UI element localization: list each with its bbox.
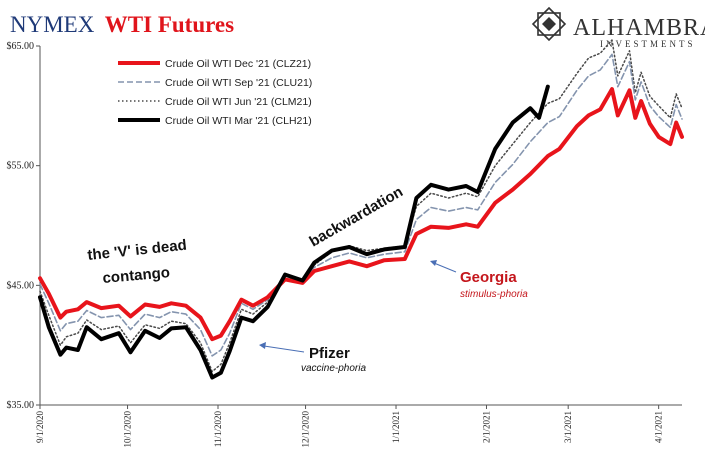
x-axis: 9/1/2020 10/1/2020 11/1/2020 12/1/2020 1/1/2…	[35, 404, 682, 448]
y-tick-label: $55.00	[7, 161, 35, 172]
arrow-pfizer	[259, 342, 305, 353]
annotation-backwardation: backwardation	[307, 183, 406, 250]
legend-label: Crude Oil WTI Mar '21 (CLH21)	[165, 115, 312, 127]
x-tick-label: 11/1/2020	[213, 411, 223, 448]
arrow-georgia	[430, 260, 457, 273]
series-line-1	[39, 53, 683, 357]
annotation-vaccine: vaccine-phoria	[301, 363, 366, 374]
annotation-georgia: Georgia	[460, 269, 517, 286]
series-line-0	[38, 87, 684, 342]
chart-title: NYMEX WTI Futures	[10, 12, 234, 37]
y-tick-label: $45.00	[7, 280, 35, 291]
annotation-pfizer: Pfizer	[309, 345, 350, 362]
alhambra-star-logo-icon	[531, 6, 567, 42]
annotation-v-dead: the 'V' is dead	[87, 237, 188, 264]
x-tick-label: 2/1/2021	[481, 411, 491, 443]
legend-label: Crude Oil WTI Dec '21 (CLZ21)	[165, 58, 311, 70]
x-tick-label: 1/1/2021	[391, 411, 401, 443]
series-line-3	[38, 84, 550, 380]
x-tick-label: 10/1/2020	[123, 411, 133, 448]
annotation-contango: contango	[102, 264, 171, 287]
alhambra-logo: ALHAMBRA INVESTMENTS	[531, 6, 705, 49]
logo-sub: INVESTMENTS	[600, 39, 696, 49]
y-tick-label: $65.00	[7, 41, 35, 52]
series-line-2	[39, 39, 683, 373]
legend-label: Crude Oil WTI Jun '21 (CLM21)	[165, 96, 312, 108]
x-tick-label: 12/1/2020	[301, 411, 311, 448]
y-tick-label: $35.00	[7, 400, 35, 411]
x-tick-label: 4/1/2021	[654, 411, 664, 443]
title-part1: NYMEX	[10, 12, 95, 37]
x-tick-label: 3/1/2021	[563, 411, 573, 443]
annotation-stimulus: stimulus-phoria	[460, 289, 528, 300]
legend-label: Crude Oil WTI Sep '21 (CLU21)	[165, 77, 312, 89]
series-layer	[38, 39, 684, 380]
logo-name: ALHAMBRA	[573, 15, 705, 41]
x-tick-label: 9/1/2020	[35, 411, 45, 444]
legend: Crude Oil WTI Dec '21 (CLZ21) Crude Oil W…	[118, 58, 312, 127]
y-axis: $35.00 $45.00 $55.00 $65.00	[7, 41, 41, 411]
title-part2: WTI Futures	[105, 12, 234, 37]
